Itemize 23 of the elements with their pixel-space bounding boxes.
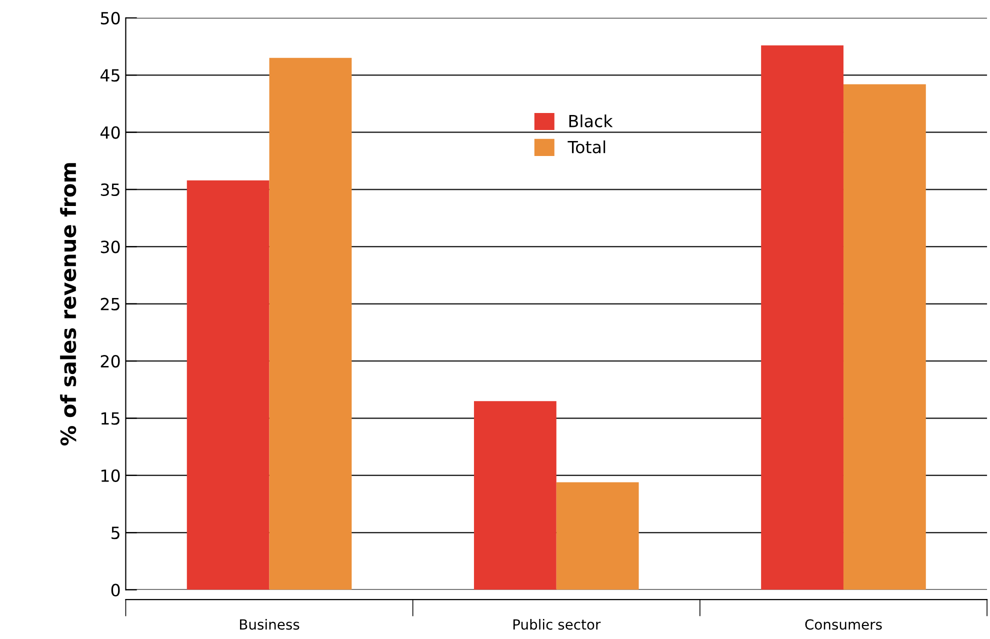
y-axis-title: % of sales revenue from: [60, 163, 76, 446]
y-tick-label: 5: [112, 526, 120, 540]
bar: [474, 401, 556, 590]
bar: [556, 482, 639, 590]
y-tick-label: 0: [111, 584, 120, 596]
x-tick-label: Public sector: [513, 618, 601, 630]
y-tick-label: 45: [100, 69, 120, 82]
bar: [269, 58, 352, 590]
x-tick-label: Business: [240, 618, 300, 630]
bar: [761, 45, 844, 590]
y-tick-label: 35: [100, 183, 120, 196]
legend-label: Black: [569, 114, 613, 128]
y-tick-label: 10: [101, 469, 120, 482]
legend-label: Total: [568, 140, 606, 154]
y-tick-label: 20: [100, 354, 120, 368]
bar: [843, 84, 926, 590]
y-tick-label: 50: [100, 12, 120, 24]
y-tick-label: 40: [100, 126, 120, 139]
x-tick-label: Consumers: [805, 619, 882, 630]
bar: [186, 180, 270, 590]
y-tick-label: 25: [100, 298, 120, 310]
y-tick-label: 15: [101, 412, 120, 425]
y-tick-label: 30: [100, 240, 120, 254]
